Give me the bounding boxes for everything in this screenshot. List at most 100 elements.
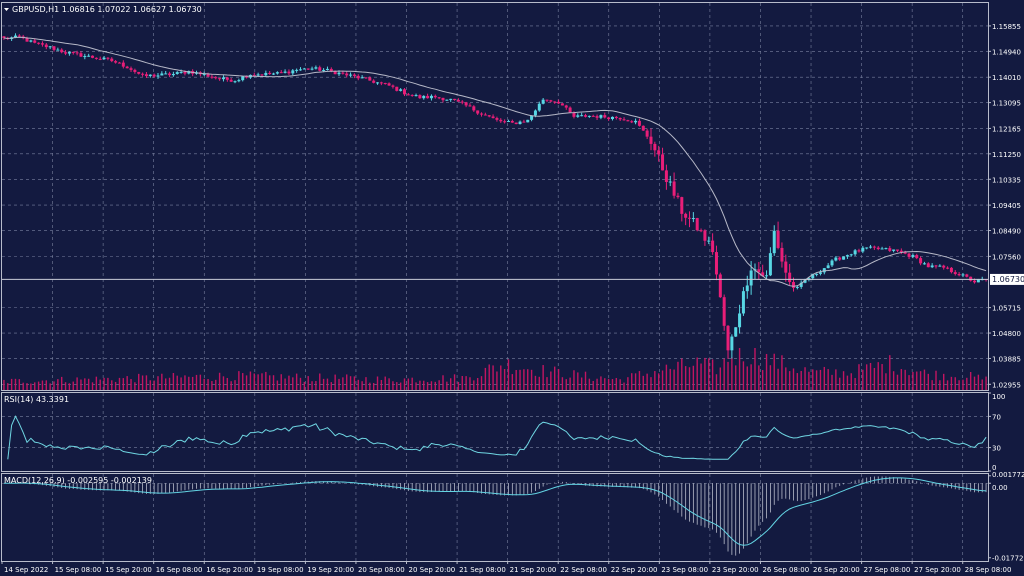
time-tick-7: 20 Sep 08:00 [358,566,405,574]
candle-body-99 [383,83,387,85]
candle-body-246 [949,267,953,273]
candle-body-68 [264,72,268,76]
candle-body-199 [768,253,772,276]
candle-body-247 [953,272,957,275]
candle-body-219 [845,255,849,257]
candle-body-97 [376,82,380,84]
macd-panel[interactable]: 0.001772 0.00 -0.017726 MACD(12,26,9) -0.0… [1,471,1024,563]
candle-body-65 [252,74,256,76]
candle-body-31 [121,62,125,67]
candle-body-227 [876,247,880,250]
candle-body-115 [445,99,449,101]
macd-signal-line [3,477,987,546]
candle-body-226 [872,246,876,248]
candle-body-149 [576,115,580,117]
time-tick-3: 16 Sep 08:00 [156,566,203,574]
rsi-panel-frame [1,392,989,472]
candle-body-103 [399,89,403,91]
candle-body-243 [938,265,942,267]
candle-body-220 [849,254,853,256]
time-tick-2: 15 Sep 20:00 [105,566,152,574]
macd-grid [2,474,988,561]
candle-body-162 [626,120,630,122]
candle-body-235 [907,253,911,257]
triangle-down-icon [4,8,9,11]
candle-body-250 [965,274,969,277]
candle-body-180 [695,218,699,231]
candle-body-74 [287,71,291,74]
candle-body-13 [52,46,56,50]
candle-body-100 [387,83,391,86]
current-price-text: 1.06730 [992,275,1024,284]
time-tick-16: 26 Sep 20:00 [813,566,860,574]
candle-body-102 [395,86,399,91]
candle-body-165 [637,120,641,126]
candle-body-213 [822,268,826,273]
candle-body-9 [37,42,41,44]
candle-body-3 [13,35,17,38]
price-panel[interactable]: 1.15855 1.14940 1.14010 1.13095 1.12165 1.112… [1,2,1024,391]
candle-body-154 [595,116,599,118]
candle-body-0 [2,36,6,38]
candle-body-110 [426,95,430,99]
time-tick-18: 27 Sep 20:00 [914,566,961,574]
candle-body-175 [676,195,680,198]
candle-body-236 [911,255,915,257]
candle-body-4 [17,35,21,37]
time-tick-15: 26 Sep 08:00 [762,566,809,574]
candle-body-133 [514,122,518,125]
candle-body-176 [680,197,684,214]
candle-body-189 [730,336,734,351]
candle-body-186 [718,274,722,298]
candle-body-163 [630,121,634,123]
macd-panel-frame [1,473,989,562]
time-tick-5: 19 Sep 08:00 [257,566,304,574]
candle-body-216 [834,257,838,261]
candle-body-30 [117,62,121,64]
candle-body-142 [549,100,553,102]
candle-body-122 [472,106,476,111]
rsi-panel[interactable]: 100 70 30 0 RSI(14) 43.3391 [1,392,1006,473]
candle-body-19 [75,52,79,54]
time-tick-4: 16 Sep 20:00 [206,566,253,574]
candle-body-192 [741,291,745,314]
time-axis: 14 Sep 2022 15 Sep 08:00 15 Sep 20:00 16 Se… [1,561,1011,574]
candle-body-54 [210,76,214,78]
candle-body-204 [788,272,792,283]
macd-tick-1: 0.00 [992,484,1008,492]
candle-body-252 [973,280,977,283]
candle-body-208 [803,279,807,283]
candle-body-212 [818,272,822,274]
candle-body-242 [934,265,938,267]
candle-body-37 [144,74,148,76]
candle-body-45 [175,72,179,74]
candle-body-40 [156,75,160,77]
rsi-tick-2: 30 [992,445,1001,453]
candle-body-184 [711,240,715,253]
candle-body-207 [799,282,803,287]
time-tick-6: 19 Sep 20:00 [307,566,354,574]
price-tick-1: 1.14940 [992,48,1021,56]
candle-body-25 [98,58,102,60]
candle-body-194 [749,270,753,286]
price-tick-4: 1.12165 [992,125,1021,133]
time-tick-11: 22 Sep 08:00 [560,566,607,574]
candle-body-217 [838,257,842,260]
candle-body-125 [483,114,487,116]
candle-body-11 [44,44,48,48]
candle-body-114 [441,97,445,101]
candle-body-113 [437,97,441,99]
candle-body-41 [160,73,164,76]
candle-body-146 [564,105,568,108]
candle-body-20 [79,53,83,57]
candle-body-73 [283,71,287,73]
candle-body-58 [225,77,229,80]
candle-body-190 [734,327,738,337]
candle-body-181 [699,230,703,232]
candle-body-62 [241,76,245,81]
candle-body-98 [379,82,383,84]
candle-body-47 [183,71,187,74]
candle-body-60 [233,81,237,83]
candle-body-33 [129,68,133,70]
